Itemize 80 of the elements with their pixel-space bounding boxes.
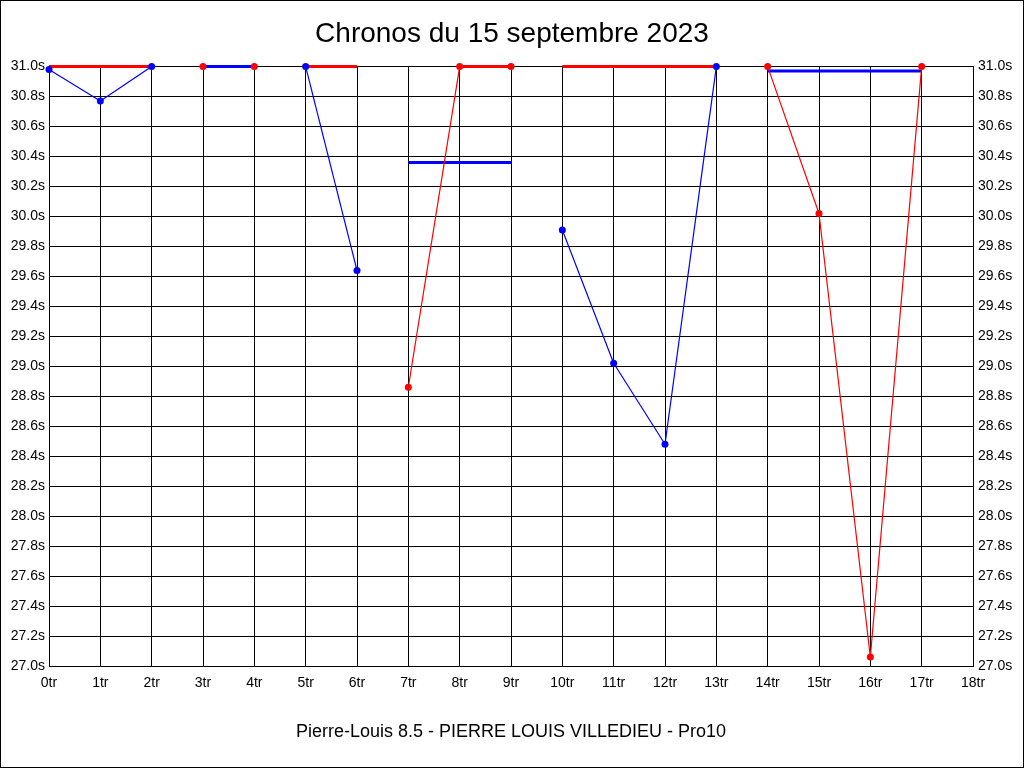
y-tick-label: 27.8s — [10, 536, 45, 553]
x-axis-title: Pierre-Louis 8.5 - PIERRE LOUIS VILLEDIEU - Pro10 — [295, 721, 727, 742]
point — [302, 63, 310, 71]
y-tick-label: 29.2s — [10, 327, 45, 344]
y2-tick-label: 29.6s — [978, 267, 1013, 284]
y2-tick-label: 30.2s — [978, 177, 1013, 194]
y2-tick-label: 30.8s — [978, 87, 1013, 104]
x-tick-label: 8tr — [451, 674, 469, 691]
y2-tick-label: 28.2s — [978, 477, 1013, 494]
point — [199, 63, 207, 71]
point — [866, 653, 874, 661]
x-tick-label: 0tr — [40, 674, 58, 691]
x-tick-label: 9tr — [502, 674, 520, 691]
y2-tick-label: 30.0s — [978, 207, 1013, 224]
point — [764, 63, 772, 71]
chart-title: Chronos du 15 septembre 2023 — [315, 16, 709, 48]
y-tick-label: 29.4s — [10, 297, 45, 314]
y-tick-label: 27.0s — [10, 656, 45, 673]
y2-tick-label: 28.4s — [978, 447, 1013, 464]
x-tick-label: 5tr — [297, 674, 315, 691]
y2-tick-label: 29.0s — [978, 357, 1013, 374]
point — [661, 440, 669, 448]
x-tick-label: 7tr — [400, 674, 417, 691]
y2-tick-label: 29.4s — [978, 297, 1013, 314]
point — [712, 63, 720, 71]
x-tick-label: 11tr — [602, 674, 626, 691]
y2-tick-label: 27.6s — [978, 566, 1013, 583]
x-tick-label: 13tr — [704, 674, 729, 691]
point — [610, 359, 618, 367]
x-tick-label: 15tr — [806, 674, 832, 691]
x-tick-label: 14tr — [755, 674, 781, 691]
point — [558, 226, 566, 234]
x-tick-label: 16tr — [858, 674, 883, 691]
point — [96, 97, 104, 105]
x-tick-label: 18tr — [960, 674, 986, 691]
y-tick-label: 30.2s — [10, 177, 45, 194]
x-tick-label: 6tr — [348, 674, 366, 691]
y2-tick-label: 29.2s — [978, 327, 1013, 344]
y2-tick-label: 31.0s — [978, 57, 1013, 74]
x-tick-label: 1tr — [92, 674, 109, 691]
y-tick-label: 28.0s — [10, 507, 45, 524]
point — [815, 209, 823, 217]
x-tick-label: 4tr — [246, 674, 263, 691]
y-tick-label: 29.0s — [10, 357, 45, 374]
y-tick-label: 29.6s — [10, 267, 45, 284]
y2-tick-label: 30.6s — [978, 117, 1013, 134]
y2-tick-label: 30.4s — [978, 147, 1013, 164]
y-tick-label: 28.2s — [10, 477, 45, 494]
y2-tick-label: 27.4s — [978, 596, 1013, 613]
point — [148, 63, 156, 71]
point — [918, 63, 926, 71]
x-tick-label: 10tr — [550, 674, 575, 691]
y2-tick-label: 29.8s — [978, 237, 1013, 254]
x-tick-label: 2tr — [143, 674, 161, 691]
y-tick-label: 27.2s — [10, 626, 45, 643]
point — [353, 266, 361, 274]
y2-tick-label: 27.8s — [978, 536, 1013, 553]
x-tick-label: 12tr — [652, 674, 678, 691]
y2-tick-label: 28.0s — [978, 507, 1013, 524]
y-tick-label: 28.6s — [10, 417, 45, 434]
y-tick-label: 27.4s — [10, 596, 45, 613]
y2-tick-label: 28.8s — [978, 387, 1013, 404]
point — [507, 63, 515, 71]
point — [404, 383, 412, 391]
x-tick-label: 17tr — [909, 674, 935, 691]
y2-tick-label: 27.0s — [978, 656, 1013, 673]
y-tick-label: 27.6s — [10, 566, 45, 583]
y-tick-label: 30.0s — [10, 207, 45, 224]
y-tick-label: 30.6s — [10, 117, 45, 134]
y-tick-label: 30.8s — [10, 87, 45, 104]
point — [250, 63, 258, 71]
y-tick-label: 30.4s — [10, 147, 45, 164]
y-tick-label: 31.0s — [10, 57, 45, 74]
point — [45, 66, 53, 74]
x-tick-label: 3tr — [194, 674, 212, 691]
y2-tick-label: 27.2s — [978, 626, 1013, 643]
y-tick-label: 29.8s — [10, 237, 45, 254]
y2-tick-label: 28.6s — [978, 417, 1013, 434]
y-tick-label: 28.4s — [10, 447, 45, 464]
y-tick-label: 28.8s — [10, 387, 45, 404]
